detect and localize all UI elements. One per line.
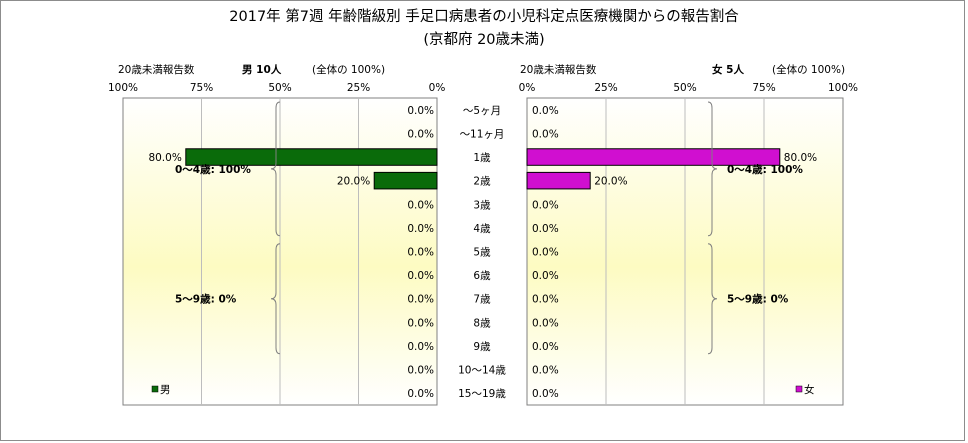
male-header-count: 男 10人 — [242, 63, 282, 76]
category-label: ～5ヶ月 — [463, 105, 501, 117]
male-data-label: 0.0% — [407, 105, 434, 117]
male-tick-label: 50% — [268, 82, 291, 94]
male-data-label: 20.0% — [337, 176, 370, 188]
male-bar — [373, 171, 438, 190]
male-header-label: 20歳未満報告数 — [118, 63, 195, 76]
female-group-brace — [707, 101, 718, 237]
male-data-label: 0.0% — [407, 128, 434, 140]
male-data-label: 0.0% — [407, 223, 434, 235]
category-label: 3歳 — [473, 199, 491, 211]
male-group-label: 5～9歳: 0% — [175, 293, 237, 306]
category-label: 2歳 — [473, 176, 491, 188]
female-data-label: 0.0% — [532, 223, 559, 235]
category-label: 7歳 — [473, 294, 491, 306]
category-label: 9歳 — [473, 341, 491, 353]
female-data-label: 0.0% — [532, 317, 559, 329]
male-data-label: 0.0% — [407, 365, 434, 377]
male-group-label: 0～4歳: 100% — [175, 163, 251, 176]
chart-title: 2017年 第7週 年齢階級別 手足口病患者の小児科定点医療機関からの報告割合 — [229, 7, 739, 25]
category-label: ～11ヶ月 — [460, 128, 505, 140]
female-data-label: 20.0% — [594, 176, 627, 188]
category-label: 4歳 — [473, 223, 491, 235]
male-legend-swatch — [151, 385, 159, 393]
female-header-total: (全体の 100%) — [772, 63, 845, 76]
category-label: 8歳 — [473, 317, 491, 329]
female-header-label: 20歳未満報告数 — [520, 63, 597, 76]
female-data-label: 0.0% — [532, 105, 559, 117]
male-data-label: 0.0% — [407, 388, 434, 400]
category-label: 10～14歳 — [458, 365, 506, 377]
female-tick-label: 50% — [673, 82, 696, 94]
category-label: 6歳 — [473, 270, 491, 282]
male-data-label: 0.0% — [407, 341, 434, 353]
female-tick-label: 0% — [519, 82, 536, 94]
male-tick-label: 0% — [429, 82, 446, 94]
female-data-label: 0.0% — [532, 341, 559, 353]
female-legend-label: 女 — [804, 383, 815, 396]
category-label: 1歳 — [473, 152, 491, 164]
female-tick-label: 75% — [752, 82, 775, 94]
male-data-label: 0.0% — [407, 317, 434, 329]
male-data-label: 0.0% — [407, 270, 434, 282]
female-data-label: 80.0% — [784, 152, 817, 164]
female-data-label: 0.0% — [532, 247, 559, 259]
male-data-label: 0.0% — [407, 199, 434, 211]
female-data-label: 0.0% — [532, 365, 559, 377]
male-legend-label: 男 — [160, 384, 171, 396]
category-label: 15～19歳 — [458, 388, 506, 400]
chart-subtitle: (京都府 20歳未満) — [423, 31, 544, 48]
male-bar — [185, 148, 438, 166]
female-group-label: 5～9歳: 0% — [727, 293, 789, 306]
female-header-count: 女 5人 — [712, 63, 744, 76]
female-data-label: 0.0% — [532, 388, 559, 400]
female-bar — [526, 171, 591, 190]
male-group-brace — [270, 243, 281, 355]
female-bar — [526, 148, 781, 166]
male-data-label: 0.0% — [407, 247, 434, 259]
female-tick-label: 25% — [594, 82, 617, 94]
female-data-label: 0.0% — [532, 294, 559, 306]
female-data-label: 0.0% — [532, 199, 559, 211]
female-group-brace — [707, 243, 718, 355]
male-data-label: 80.0% — [148, 152, 181, 164]
male-data-label: 0.0% — [407, 294, 434, 306]
female-data-label: 0.0% — [532, 270, 559, 282]
male-tick-label: 100% — [108, 82, 138, 94]
category-label: 5歳 — [473, 247, 491, 259]
male-tick-label: 75% — [190, 82, 213, 94]
male-group-brace — [270, 101, 281, 237]
female-data-label: 0.0% — [532, 128, 559, 140]
female-tick-label: 100% — [828, 82, 858, 94]
female-legend-swatch — [795, 385, 803, 393]
male-tick-label: 25% — [347, 82, 370, 94]
male-header-total: (全体の 100%) — [312, 63, 385, 76]
female-group-label: 0～4歳: 100% — [727, 163, 803, 176]
